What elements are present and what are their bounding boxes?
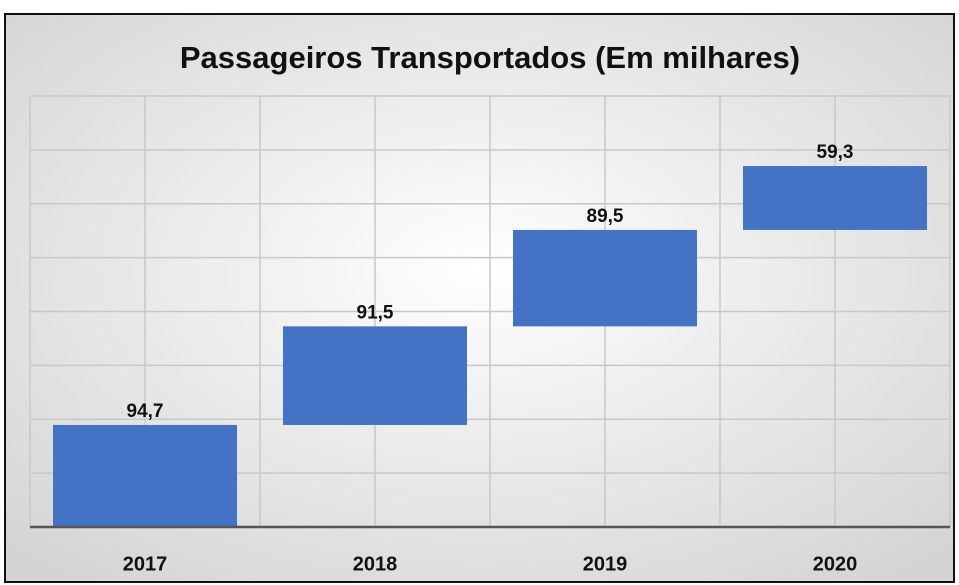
value-label: 89,5 xyxy=(587,206,624,227)
x-tick-label: 2018 xyxy=(353,553,398,575)
x-tick-label: 2020 xyxy=(813,553,858,575)
bar xyxy=(53,424,237,527)
chart-title: Passageiros Transportados (Em milhares) xyxy=(180,40,800,75)
value-label: 91,5 xyxy=(357,302,394,323)
x-tick-label: 2019 xyxy=(583,553,628,575)
value-label: 59,3 xyxy=(817,142,854,163)
bar xyxy=(283,326,467,425)
value-label: 94,7 xyxy=(127,401,164,422)
bar xyxy=(513,229,697,327)
x-tick-label: 2017 xyxy=(123,553,168,575)
bar xyxy=(743,166,927,230)
